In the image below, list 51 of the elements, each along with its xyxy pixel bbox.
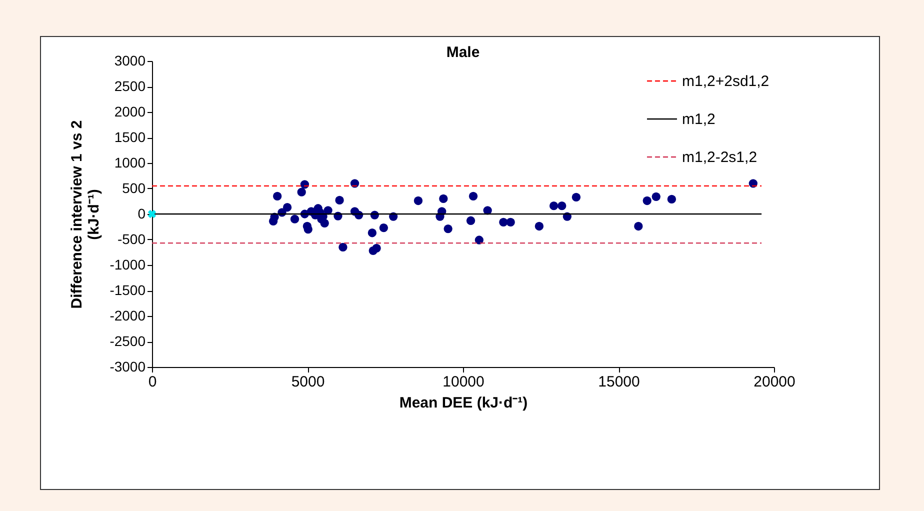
point — [290, 214, 300, 224]
point — [667, 194, 676, 204]
x-tick-label: 0 — [148, 374, 157, 390]
y-tick-label: 1000 — [114, 154, 146, 170]
point — [534, 222, 544, 231]
y-tick-label: 1500 — [114, 129, 146, 145]
point — [748, 179, 758, 188]
legend-label: m1,2+2sd1,2 — [682, 73, 770, 90]
y-tick-label: 3000 — [114, 52, 146, 68]
point — [439, 194, 448, 204]
point — [572, 192, 581, 202]
point — [350, 179, 360, 188]
legend-label: m1,2 — [682, 111, 716, 128]
y-tick-label: 0 — [138, 206, 146, 222]
y-tick-label: -1000 — [110, 256, 146, 272]
point — [282, 203, 292, 212]
point — [444, 224, 452, 234]
y-tick-label: -3000 — [110, 358, 146, 374]
point — [338, 242, 348, 252]
point — [558, 202, 566, 210]
point — [335, 196, 344, 205]
y-tick-label: 2000 — [114, 104, 146, 120]
point — [474, 236, 484, 244]
point — [273, 192, 282, 200]
y-tick-label: -2500 — [110, 333, 146, 349]
legend-label: m1,2-2s1,2 — [682, 149, 758, 166]
point — [652, 192, 660, 201]
chart-title: Male — [446, 44, 480, 61]
point — [414, 196, 423, 206]
x-axis-title: Mean DEE (kJ·d⁻¹) — [399, 394, 528, 412]
y-axis-title: Difference interview 1 vs 2 (kJ·d⁻¹) — [68, 120, 103, 309]
y-tick-label: -2000 — [110, 308, 146, 324]
x-tick-label: 5000 — [291, 374, 325, 390]
point — [549, 202, 558, 210]
point — [466, 216, 476, 225]
point — [634, 222, 643, 231]
point — [642, 196, 652, 206]
point — [368, 228, 377, 238]
point — [297, 188, 306, 196]
point — [372, 244, 381, 252]
x-tick-label: 20000 — [754, 374, 796, 390]
point — [468, 192, 478, 200]
y-tick-label: 500 — [122, 180, 146, 196]
point — [506, 218, 515, 226]
point — [379, 223, 388, 232]
point — [499, 218, 508, 226]
y-tick-label: -500 — [117, 231, 146, 247]
y-tick-label: -1500 — [110, 282, 146, 298]
x-tick-label: 10000 — [442, 374, 484, 390]
y-tick-label: 2500 — [114, 78, 146, 94]
x-tick-label: 15000 — [598, 374, 640, 390]
